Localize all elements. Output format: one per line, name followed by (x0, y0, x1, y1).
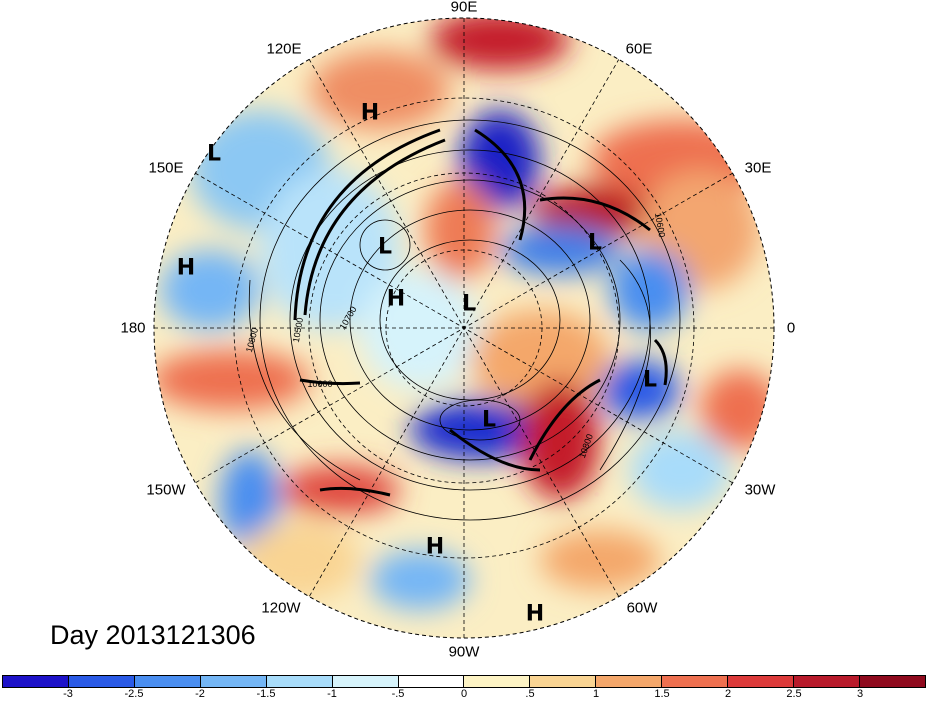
colorbar-swatch (662, 676, 729, 687)
colorbar-tick-label: .5 (525, 688, 535, 700)
colorbar-tick-label: 0 (460, 688, 468, 700)
colorbar-tick-label: -2.5 (124, 688, 144, 700)
lon-label-30w: 30W (744, 481, 776, 499)
lon-label-60w: 60W (626, 599, 658, 617)
lon-label-90w: 90W (448, 643, 480, 661)
low-pressure-marker: L (587, 230, 603, 256)
map-title: Day 2013121306 (50, 620, 256, 650)
colorbar-swatch (859, 676, 925, 687)
low-pressure-marker: L (481, 407, 497, 433)
colorbar-tick-label: -2 (195, 688, 205, 700)
lon-label-0: 0 (786, 319, 796, 337)
colorbar (2, 675, 926, 688)
high-pressure-marker: H (386, 286, 406, 312)
colorbar-swatch (332, 676, 399, 687)
colorbar-swatch (464, 676, 531, 687)
colorbar-tick-label: -1 (327, 688, 337, 700)
lon-label-150e: 150E (148, 159, 184, 177)
lon-label-150w: 150W (146, 481, 186, 499)
colorbar-swatch (266, 676, 333, 687)
colorbar-tick-label: -1.5 (256, 688, 276, 700)
high-pressure-marker: H (176, 255, 196, 281)
colorbar-tick-label: 3 (856, 688, 864, 700)
contour-label: 10600 (307, 379, 333, 389)
high-pressure-marker: H (425, 534, 445, 560)
lon-label-180: 180 (120, 319, 146, 337)
low-pressure-marker: L (377, 234, 393, 260)
colorbar-tick-label: 1 (592, 688, 600, 700)
colorbar-tick-label: -3 (63, 688, 73, 700)
colorbar-swatch (530, 676, 597, 687)
colorbar-swatch (596, 676, 663, 687)
high-pressure-marker: H (360, 100, 380, 126)
colorbar-swatch (68, 676, 135, 687)
colorbar-tick-label: 2.5 (786, 688, 802, 700)
colorbar-swatch (398, 676, 465, 687)
lon-label-120e: 120E (266, 40, 302, 58)
low-pressure-marker: L (642, 367, 658, 393)
lon-label-90e: 90E (450, 0, 478, 16)
colorbar-tick-label: 1.5 (654, 688, 670, 700)
lon-label-30e: 30E (744, 159, 772, 177)
low-pressure-marker: L (461, 291, 477, 317)
graticule (154, 18, 774, 638)
high-pressure-marker: H (525, 601, 545, 627)
colorbar-swatch (134, 676, 201, 687)
colorbar-swatch (200, 676, 267, 687)
colorbar-swatch (728, 676, 795, 687)
colorbar-tick-label: -.5 (391, 688, 405, 700)
colorbar-swatch (794, 676, 860, 687)
height-contours (248, 119, 681, 521)
low-pressure-marker: L (206, 141, 222, 167)
colorbar-tick-label: 2 (724, 688, 732, 700)
lon-label-60e: 60E (625, 40, 653, 58)
colorbar-swatch (3, 676, 69, 687)
lon-label-120w: 120W (261, 599, 301, 617)
